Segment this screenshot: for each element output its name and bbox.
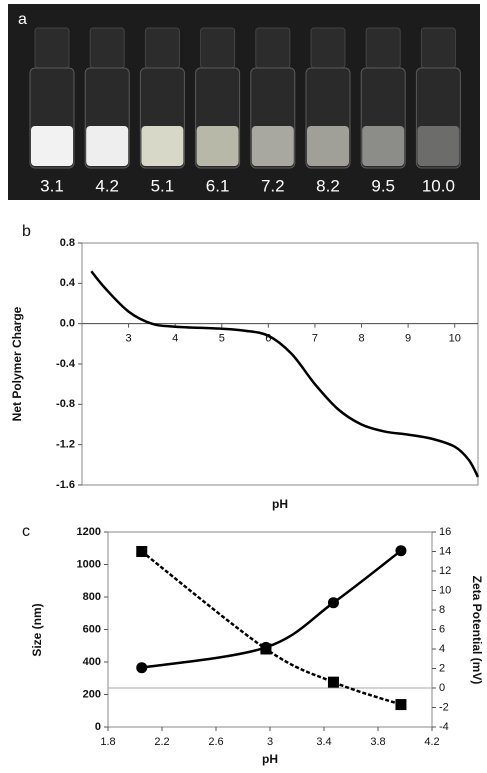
x-tick-label: 7 (312, 333, 318, 345)
vial-cap (200, 27, 236, 69)
y-axis-label: Net Polymer Charge (10, 306, 24, 421)
x-axis-label: pH (262, 752, 278, 766)
vial-liquid (31, 126, 73, 166)
vial-liquid (307, 126, 349, 166)
y2-tick-label: 2 (439, 662, 445, 674)
y2-tick-label: 12 (439, 565, 451, 577)
y2-tick-label: 0 (439, 682, 445, 694)
y-tick-label: -1.6 (56, 479, 75, 491)
marker (395, 545, 407, 557)
y-tick-label: 0 (95, 721, 101, 733)
y2-tick-label: 14 (439, 545, 451, 557)
x-tick-label: 3 (126, 333, 132, 345)
panel-label: b (22, 223, 31, 240)
vial-label: 9.5 (371, 176, 395, 195)
x-tick-label: 2.2 (154, 736, 169, 748)
plot-frame (81, 242, 479, 486)
y-tick-label: 0.0 (60, 318, 75, 330)
line (141, 549, 402, 669)
panel-label: c (22, 523, 30, 540)
line (140, 550, 402, 706)
y2-tick-label: 6 (439, 623, 445, 635)
y-tick-label: 600 (83, 623, 101, 635)
vial-liquid (196, 126, 239, 166)
y-axis-label: Size (nm) (30, 603, 44, 656)
vial-cap (144, 27, 180, 69)
vial-cap (365, 27, 401, 69)
x-tick-label: 8 (358, 333, 364, 345)
x-tick-label: 10 (449, 333, 461, 345)
vial-label: 7.2 (261, 176, 285, 195)
chart: b pH Net Polymer Charge 0.8 0.4 0.0 -0.4 -0.8 -1… (10, 223, 480, 511)
vial-label: 3.1 (40, 176, 64, 195)
plot-frame (107, 531, 433, 728)
vial-label: 10.0 (422, 176, 455, 195)
vial-liquid (251, 126, 294, 166)
vial-label: 5.1 (151, 176, 175, 195)
y-tick-label: 400 (83, 656, 101, 668)
y2-tick-label: 10 (439, 584, 451, 596)
y-tick-label: 1000 (77, 558, 101, 570)
y-tick-label: 0.8 (60, 237, 75, 249)
marker (136, 662, 148, 674)
vial-liquid (86, 126, 129, 166)
photo-background (8, 4, 480, 200)
marker (260, 643, 272, 655)
vial-cap (420, 27, 456, 69)
x-tick-label: 9 (405, 333, 411, 345)
vial-cap (89, 27, 125, 69)
y2-tick-label: 4 (439, 643, 445, 655)
x-tick-label: 3 (267, 736, 273, 748)
photo-panel: a (8, 4, 480, 200)
vial-liquid (417, 126, 460, 166)
y-tick-label: 1200 (77, 526, 101, 538)
x-tick-label: 6 (265, 333, 271, 345)
y-tick-label: 200 (83, 688, 101, 700)
y2-tick-label: 8 (439, 604, 445, 616)
line (90, 270, 480, 478)
marker (395, 699, 407, 711)
marker (136, 546, 148, 557)
vial-label: 8.2 (316, 176, 340, 195)
vial-cap (34, 27, 70, 69)
marker (327, 676, 339, 688)
x-tick-label: 4.2 (424, 736, 439, 748)
y2-axis-label: Zeta Potential (mV) (470, 576, 484, 685)
vial-label: 4.2 (95, 176, 119, 195)
y2-tick-label: -4 (439, 721, 449, 733)
y-tick-label: 0.4 (60, 277, 76, 289)
x-tick-label: 3.8 (370, 736, 385, 748)
y2-tick-label: -2 (439, 701, 449, 713)
vial-cap (310, 27, 346, 69)
vial-liquid (141, 126, 184, 166)
x-tick-label: 1.8 (100, 736, 115, 748)
marker (327, 597, 339, 609)
x-axis-label: pH (272, 497, 288, 511)
y2-tick-label: 16 (439, 526, 451, 538)
vial-liquid (362, 126, 405, 166)
x-tick-label: 2.6 (208, 736, 223, 748)
y-tick-label: -0.8 (56, 398, 75, 410)
y-tick-label: 800 (83, 591, 101, 603)
vial-label: 6.1 (206, 176, 230, 195)
y-tick-label: -1.2 (56, 439, 75, 451)
y-tick-label: -0.4 (56, 358, 76, 370)
x-tick-label: 5 (219, 333, 225, 345)
vial-cap (255, 27, 291, 69)
panel-label: a (18, 11, 27, 28)
x-tick-label: 3.4 (316, 736, 331, 748)
x-tick-label: 4 (172, 333, 178, 345)
